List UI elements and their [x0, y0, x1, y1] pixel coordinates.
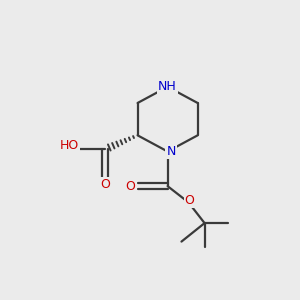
Text: O: O	[100, 178, 110, 191]
Text: O: O	[126, 180, 136, 193]
Text: N: N	[167, 145, 176, 158]
Text: O: O	[184, 194, 194, 206]
Text: HO: HO	[60, 139, 79, 152]
Text: NH: NH	[158, 80, 177, 93]
